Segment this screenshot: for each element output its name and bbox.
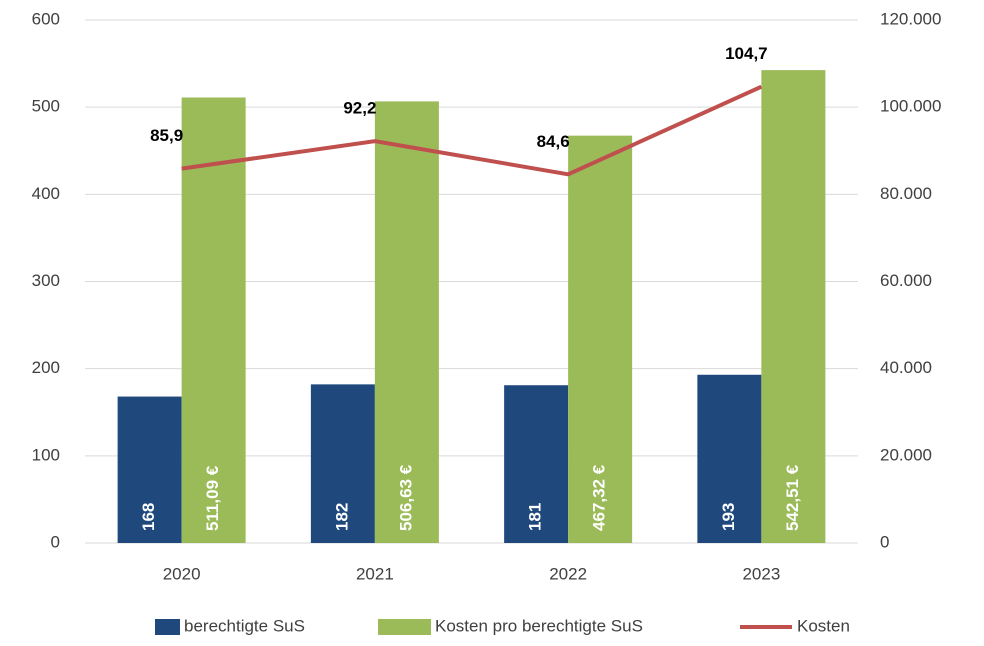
legend-label: berechtigte SuS xyxy=(184,616,305,635)
legend-label: Kosten xyxy=(797,616,850,635)
y-tick-label: 300 xyxy=(32,271,60,290)
x-tick-label: 2023 xyxy=(742,564,780,583)
line-label: 92,2 xyxy=(343,99,376,118)
x-tick-label: 2020 xyxy=(163,564,201,583)
x-tick-label: 2022 xyxy=(549,564,587,583)
bar xyxy=(374,101,439,544)
value-label: 182 xyxy=(332,503,351,531)
legend-swatch xyxy=(378,619,431,635)
y2-tick-label: 0 xyxy=(880,532,889,551)
value-label: 506,63 € xyxy=(396,464,415,531)
legend-label: Kosten pro berechtigte SuS xyxy=(435,616,643,635)
x-tick-label: 2021 xyxy=(356,564,394,583)
y2-tick-label: 80.000 xyxy=(880,184,932,203)
bar xyxy=(761,70,826,543)
line-label: 85,9 xyxy=(150,126,183,145)
bar xyxy=(697,374,762,543)
bar xyxy=(181,97,246,544)
line-label: 84,6 xyxy=(537,132,570,151)
y2-tick-label: 20.000 xyxy=(880,445,932,464)
y2-tick-label: 120.000 xyxy=(880,9,941,28)
y2-tick-label: 100.000 xyxy=(880,97,941,116)
bar xyxy=(504,385,569,543)
value-label: 511,09 € xyxy=(203,465,222,531)
legend-swatch xyxy=(155,619,180,635)
bar xyxy=(117,396,182,543)
y2-tick-label: 60.000 xyxy=(880,271,932,290)
y-tick-label: 200 xyxy=(32,358,60,377)
value-label: 181 xyxy=(526,503,545,531)
bar xyxy=(310,384,375,543)
value-label: 467,32 € xyxy=(590,464,609,531)
y-tick-label: 100 xyxy=(32,445,60,464)
y2-tick-label: 40.000 xyxy=(880,358,932,377)
y-tick-label: 500 xyxy=(32,97,60,116)
value-label: 542,51 € xyxy=(783,464,802,531)
y-tick-label: 400 xyxy=(32,184,60,203)
value-label: 193 xyxy=(719,503,738,531)
line-label: 104,7 xyxy=(725,44,768,63)
y-tick-label: 600 xyxy=(32,9,60,28)
y-tick-label: 0 xyxy=(51,532,60,551)
line xyxy=(181,84,763,177)
bar xyxy=(568,135,633,543)
value-label: 168 xyxy=(139,503,158,531)
